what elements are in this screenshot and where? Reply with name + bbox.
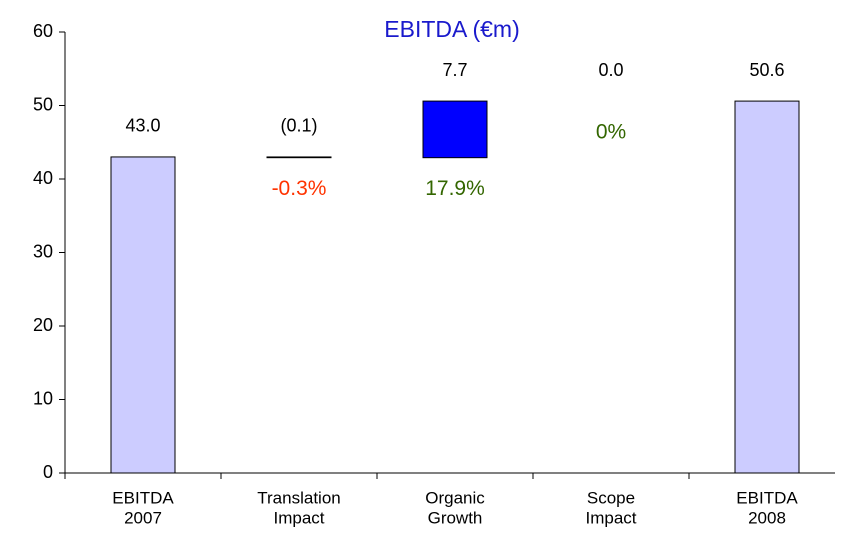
bar (734, 100, 800, 474)
x-tick-label: EBITDA (736, 488, 798, 507)
y-tick-label: 50 (33, 94, 53, 114)
y-tick-label: 20 (33, 315, 53, 335)
x-tick-label: Impact (273, 508, 324, 527)
x-tick-label: Impact (585, 508, 636, 527)
y-tick-label: 60 (33, 21, 53, 41)
value-label: 0.0 (598, 60, 623, 80)
x-tick-label: 2008 (748, 508, 786, 527)
x-tick-label: Translation (257, 488, 340, 507)
chart-title: EBITDA (€m) (384, 16, 519, 42)
change-label: 17.9% (425, 177, 485, 200)
x-tick-label: Organic (425, 488, 485, 507)
y-tick-label: 0 (43, 462, 53, 482)
value-label: 7.7 (442, 60, 467, 80)
y-tick-label: 30 (33, 241, 53, 261)
x-tick-label: Scope (587, 488, 635, 507)
y-tick-label: 40 (33, 168, 53, 188)
change-label: 0% (596, 121, 626, 144)
bar (266, 156, 332, 159)
value-label: (0.1) (280, 116, 317, 136)
y-tick-label: 10 (33, 388, 53, 408)
x-tick-label: 2007 (124, 508, 162, 527)
x-tick-label: EBITDA (112, 488, 174, 507)
x-tick-label: Growth (428, 508, 483, 527)
value-label: 43.0 (125, 116, 160, 136)
bar (422, 100, 488, 159)
bar (110, 156, 176, 474)
change-label: -0.3% (272, 177, 327, 200)
value-label: 50.6 (749, 60, 784, 80)
